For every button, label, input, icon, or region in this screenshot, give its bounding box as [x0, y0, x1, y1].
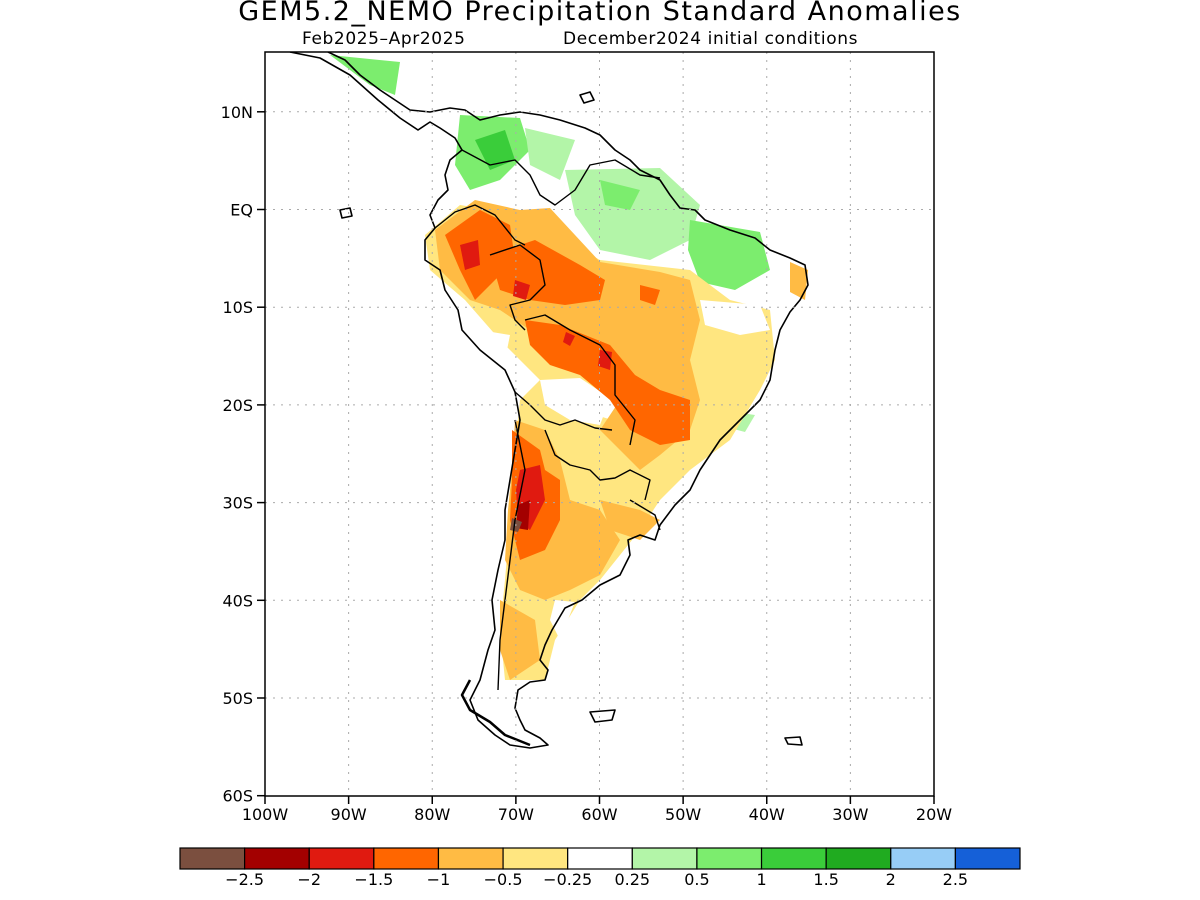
colorbar-swatch [437, 847, 504, 870]
initial-conditions-label: December2024 initial conditions [563, 29, 859, 49]
colorbar-swatch [244, 847, 310, 870]
colorbar-label: −0.25 [543, 870, 592, 889]
lat-tick-label: 10N [221, 103, 253, 122]
lon-tick-label: 50W [665, 805, 701, 824]
lon-tick-label: 70W [498, 805, 534, 824]
lon-tick-label: 60W [581, 805, 617, 824]
lon-tick-label: 90W [331, 805, 367, 824]
colorbar-swatch [308, 847, 375, 870]
colorbar-label: −2 [297, 870, 321, 889]
strong-dry-regions [445, 210, 690, 560]
lat-tick-label: 40S [222, 591, 253, 610]
colorbar-label: 2 [886, 870, 896, 889]
lat-tick-label: 10S [222, 298, 253, 317]
lon-tick-label: 20W [916, 805, 952, 824]
colorbar-swatch [890, 847, 956, 870]
colorbar-label: −1 [427, 870, 451, 889]
colorbar-label: −2.5 [225, 870, 264, 889]
coastlines [289, 52, 809, 749]
lon-tick-label: 30W [832, 805, 868, 824]
neutral-regions [480, 300, 770, 640]
colorbar-swatch [954, 847, 1021, 870]
colorbar-swatch [825, 847, 892, 870]
lon-tick-label: 80W [414, 805, 450, 824]
colorbar-swatch [567, 847, 633, 870]
chart-title: GEM5.2_NEMO Precipitation Standard Anoma… [238, 0, 962, 27]
lat-tick-label: EQ [230, 201, 253, 220]
colorbar-swatch [502, 847, 569, 870]
colorbar-label: −1.5 [354, 870, 393, 889]
colorbar-label: 1 [756, 870, 766, 889]
lat-tick-label: 50S [222, 689, 253, 708]
lon-tick-label: 40W [749, 805, 785, 824]
colorbar-label: 1.5 [813, 870, 838, 889]
colorbar-swatch [696, 847, 763, 870]
latitude-axis: 10N EQ 10S 20S 30S 40S 50S 60S [221, 103, 265, 806]
colorbar-swatch [373, 847, 440, 870]
lat-tick-label: 30S [222, 494, 253, 513]
colorbar-label: 0.5 [684, 870, 709, 889]
colorbar-label: 0.25 [614, 870, 650, 889]
colorbar-label: −0.5 [484, 870, 523, 889]
colorbar-swatch [631, 847, 698, 870]
colorbar-label: 2.5 [943, 870, 968, 889]
colorbar-swatch [760, 847, 827, 870]
colorbar-swatch [179, 847, 246, 870]
lat-tick-label: 60S [222, 787, 253, 806]
lat-tick-label: 20S [222, 396, 253, 415]
longitude-axis: 100W 90W 80W 70W 60W 50W 40W 30W 20W [242, 796, 952, 824]
wet-anomaly-regions [330, 55, 770, 432]
forecast-period: Feb2025–Apr2025 [302, 29, 466, 49]
colorbar: −2.5 −2 −1.5 −1 −0.5 −0.25 0.25 0.5 1 1.5 2 2.5 [179, 847, 1021, 889]
anomaly-field [289, 52, 809, 750]
lon-tick-label: 100W [242, 805, 289, 824]
